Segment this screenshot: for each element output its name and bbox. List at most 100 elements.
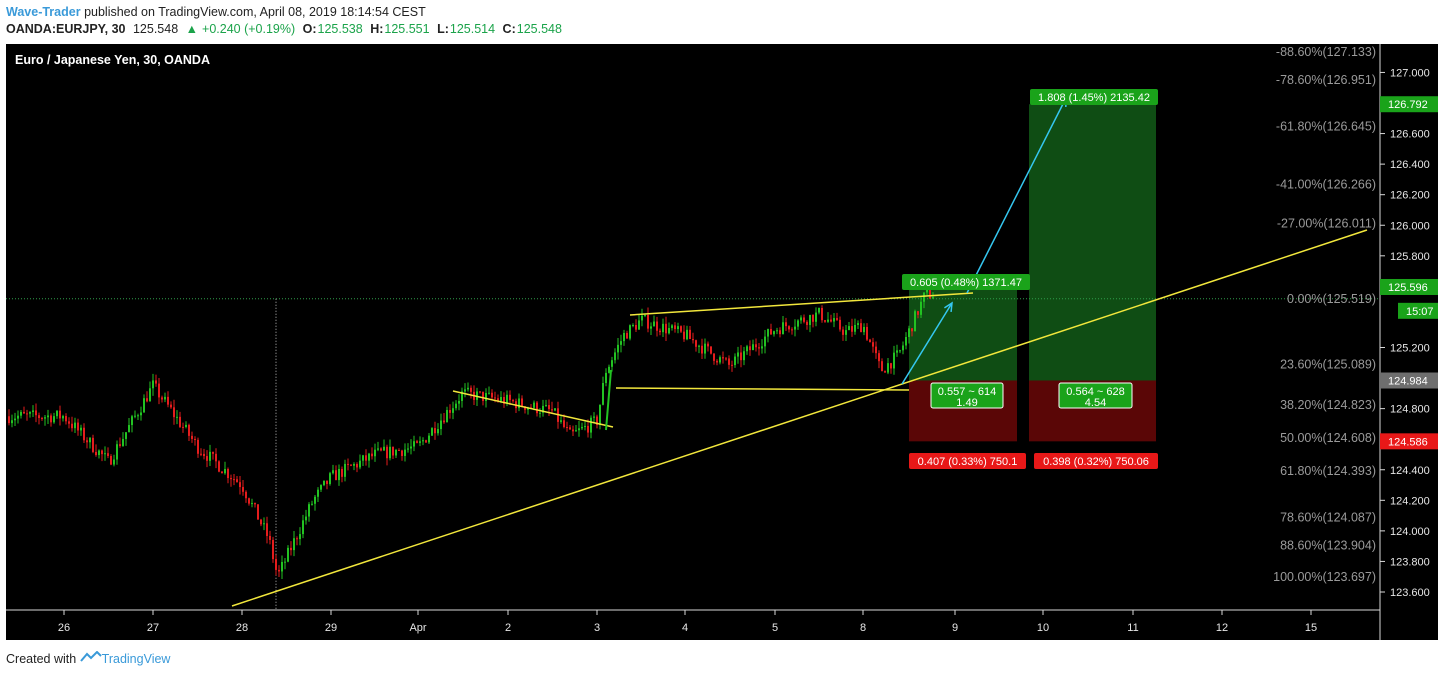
tradingview-link[interactable]: TradingView <box>101 652 171 666</box>
candle-body <box>149 388 151 402</box>
candle-body <box>647 314 649 329</box>
candle-body <box>869 339 871 343</box>
candle-body <box>500 397 502 401</box>
candle-body <box>845 330 847 335</box>
candle-body <box>251 503 253 505</box>
candle-body <box>632 325 634 327</box>
fib-level-label: 23.60%(125.089) <box>1280 357 1376 371</box>
chart-container[interactable]: -88.60%(127.133) -78.60%(126.951) -61.80%(… <box>6 44 1438 640</box>
candle-body <box>839 319 841 330</box>
y-tick-label: 126.200 <box>1390 190 1430 202</box>
candle-body <box>353 463 355 466</box>
open-label: O: <box>302 22 317 36</box>
candle-body <box>539 412 541 414</box>
candle-body <box>851 326 853 332</box>
candle-body <box>704 343 706 354</box>
candle-body <box>527 407 529 410</box>
candle-body <box>122 438 124 446</box>
candle-body <box>362 455 364 461</box>
author-link[interactable]: Wave-Trader <box>6 5 81 19</box>
price-tag-bg <box>1380 433 1438 450</box>
candle-body <box>524 406 526 410</box>
candle-body <box>383 446 385 451</box>
candle-body <box>260 519 262 525</box>
price-chart[interactable]: -88.60%(127.133) -78.60%(126.951) -61.80%(… <box>6 44 1438 640</box>
candle-body <box>638 320 640 330</box>
candle-body <box>287 547 289 562</box>
candle-body <box>107 453 109 456</box>
price-tag-bg <box>1380 372 1438 389</box>
price-tag-label: 124.984 <box>1388 376 1428 388</box>
y-tick-label: 126.400 <box>1390 159 1430 171</box>
close-value: 125.548 <box>516 22 562 36</box>
x-tick-label: 11 <box>1127 622 1138 634</box>
position-1-ratio-label <box>930 382 1004 409</box>
candle-body <box>308 504 310 517</box>
candle-body <box>224 468 226 474</box>
candle-body <box>212 451 214 454</box>
candle-body <box>863 326 865 333</box>
candle-body <box>365 455 367 461</box>
candle-body <box>410 446 412 449</box>
candle-body <box>167 396 169 405</box>
y-tick-label: 125.200 <box>1390 343 1430 355</box>
candle-body <box>860 323 862 333</box>
candle-body <box>497 398 499 401</box>
position-1-ratio-label-text: 1.49 <box>956 397 977 409</box>
candle-body <box>737 352 739 357</box>
candle-body <box>686 329 688 340</box>
candle-body <box>158 383 160 398</box>
change-value: +0.240 (+0.19%) <box>202 22 296 36</box>
candle-body <box>551 409 553 411</box>
breakout-candle <box>605 369 612 431</box>
candle-body <box>197 439 199 454</box>
candle-body <box>332 470 334 474</box>
candle-body <box>419 441 421 443</box>
candle-body <box>641 315 643 321</box>
candle-body <box>914 311 916 332</box>
profit-zone-1 <box>909 286 1017 381</box>
candle-body <box>281 561 283 572</box>
candle-body <box>275 559 277 570</box>
candle-body <box>536 402 538 414</box>
candle-body <box>881 361 883 372</box>
candle-body <box>596 416 598 426</box>
candle-body <box>581 426 583 429</box>
y-tick-label: 123.600 <box>1390 587 1430 599</box>
candle-body <box>836 318 838 320</box>
candle-body <box>884 371 886 373</box>
candle-body <box>827 319 829 322</box>
candle-body <box>560 420 562 422</box>
candle-body <box>749 346 751 351</box>
candle-body <box>425 440 427 443</box>
candle-body <box>728 358 730 365</box>
y-tick-label: 127.000 <box>1390 67 1430 79</box>
candle-body <box>782 322 784 335</box>
position-2-target-label-text: 1.808 (1.45%) 2135.42 <box>1038 92 1150 104</box>
candle-body <box>818 307 820 313</box>
candle-body <box>731 364 733 366</box>
candle-body <box>572 429 574 432</box>
candle-body <box>482 391 484 401</box>
candle-body <box>317 489 319 497</box>
position-2-ratio-label <box>1058 382 1133 409</box>
candle-body <box>230 478 232 480</box>
candle-body <box>872 342 874 347</box>
x-tick-label: 29 <box>325 622 337 634</box>
candle-body <box>302 520 304 535</box>
candle-body <box>512 400 514 402</box>
candle-body <box>290 547 292 551</box>
y-tick-label: 124.000 <box>1390 526 1430 538</box>
fib-level-label: 38.20%(124.823) <box>1280 398 1376 412</box>
candle-body <box>338 468 340 481</box>
candle-body <box>866 326 868 340</box>
candle-body <box>470 387 472 392</box>
candle-body <box>116 444 118 460</box>
candle-body <box>377 448 379 450</box>
candle-body <box>461 391 463 401</box>
candle-body <box>413 441 415 447</box>
candle-body <box>140 412 142 416</box>
position-1-stop-label-text: 0.407 (0.33%) 750.1 <box>918 456 1018 468</box>
candle-body <box>812 315 814 322</box>
candle-body <box>590 417 592 433</box>
